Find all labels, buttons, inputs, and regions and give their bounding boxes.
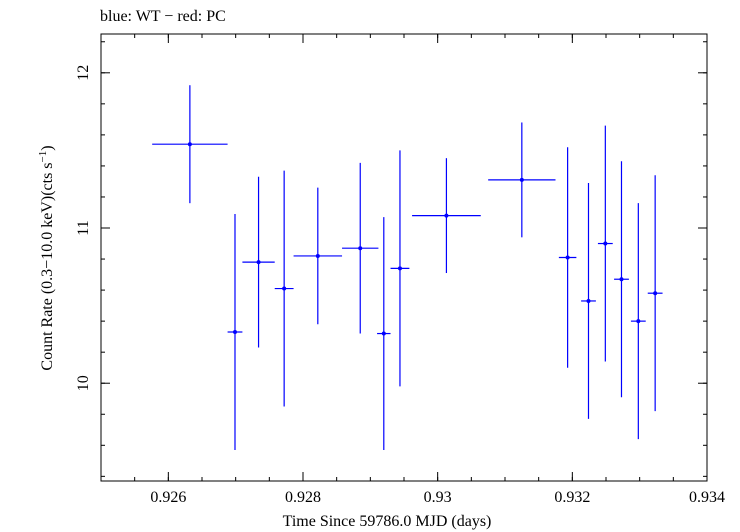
x-axis-ticks: 0.926 0.928 0.93 0.932 0.934	[100, 34, 725, 506]
data-marker	[282, 286, 287, 291]
data-point	[152, 85, 228, 204]
data-point	[581, 183, 596, 419]
data-point	[274, 170, 294, 407]
data-marker	[636, 319, 641, 324]
data-marker	[256, 260, 261, 265]
x-tick-label: 0.928	[285, 489, 321, 506]
data-point	[227, 214, 243, 450]
data-marker	[519, 177, 524, 182]
data-marker	[586, 298, 591, 303]
y-axis-label-main: Count Rate (0.3−10.0 keV)(cts s	[39, 162, 56, 370]
chart-title: blue: WT − red: PC	[100, 8, 226, 25]
y-tick-label: 11	[75, 220, 92, 235]
data-point	[630, 203, 646, 440]
data-point	[597, 125, 613, 362]
data-point	[242, 176, 275, 348]
x-axis-label: Time Since 59786.0 MJD (days)	[283, 513, 492, 530]
x-tick-label: 0.926	[150, 489, 186, 506]
plot-frame	[100, 33, 708, 482]
data-marker	[603, 241, 608, 246]
data-marker	[232, 330, 237, 334]
data-point	[377, 217, 391, 450]
y-axis-ticks: 10 11 12	[75, 41, 707, 477]
data-point	[558, 147, 577, 368]
data-point	[412, 158, 481, 274]
x-tick-label: 0.932	[554, 489, 590, 506]
data-point	[614, 161, 629, 398]
data-marker	[397, 266, 402, 271]
data-marker	[444, 213, 449, 218]
x-tick-label: 0.93	[424, 489, 452, 506]
data-point	[647, 175, 663, 412]
data-marker	[619, 277, 624, 282]
y-axis-label-exponent: −1	[37, 151, 49, 163]
data-marker	[358, 246, 363, 251]
data-series	[152, 85, 663, 450]
y-axis-label-close: )	[39, 145, 56, 150]
y-tick-label: 10	[75, 375, 92, 391]
data-point	[293, 187, 343, 325]
data-marker	[315, 253, 320, 258]
data-marker	[565, 255, 570, 260]
data-point	[390, 150, 410, 387]
data-marker	[187, 142, 192, 147]
data-point	[488, 122, 556, 238]
data-marker	[653, 291, 658, 296]
x-tick-label: 0.934	[689, 489, 725, 506]
data-point	[342, 162, 379, 334]
y-tick-label: 12	[75, 65, 92, 81]
data-marker	[381, 331, 386, 336]
y-axis-label: Count Rate (0.3−10.0 keV)(cts s−1)	[37, 145, 56, 370]
